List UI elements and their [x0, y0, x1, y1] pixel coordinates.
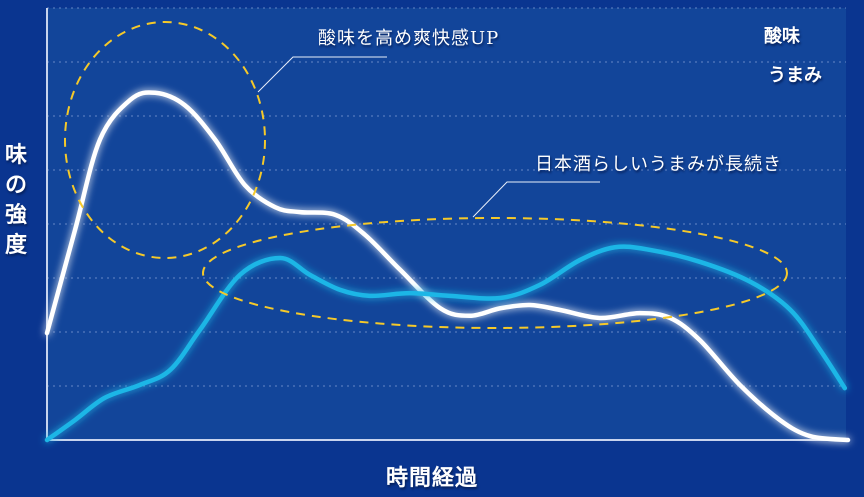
- legend-label-umami: うまみ: [768, 65, 822, 86]
- x-axis-label: 時間経過: [385, 465, 478, 491]
- y-axis-label: 味の強度: [4, 142, 27, 258]
- legend-label-acidity: 酸味: [764, 26, 800, 47]
- annotation-leader-1: [257, 56, 387, 93]
- acidity-highlight-ellipse: [64, 21, 266, 259]
- annotation-leader-2: [472, 181, 600, 218]
- acidity-line: [44, 90, 851, 443]
- annotation-acidity: 酸味を高め爽快感UP: [318, 28, 500, 49]
- umami-highlight-ellipse: [202, 217, 788, 329]
- annotation-umami: 日本酒らしいうまみが長続き: [535, 154, 782, 175]
- umami-line: [44, 244, 848, 443]
